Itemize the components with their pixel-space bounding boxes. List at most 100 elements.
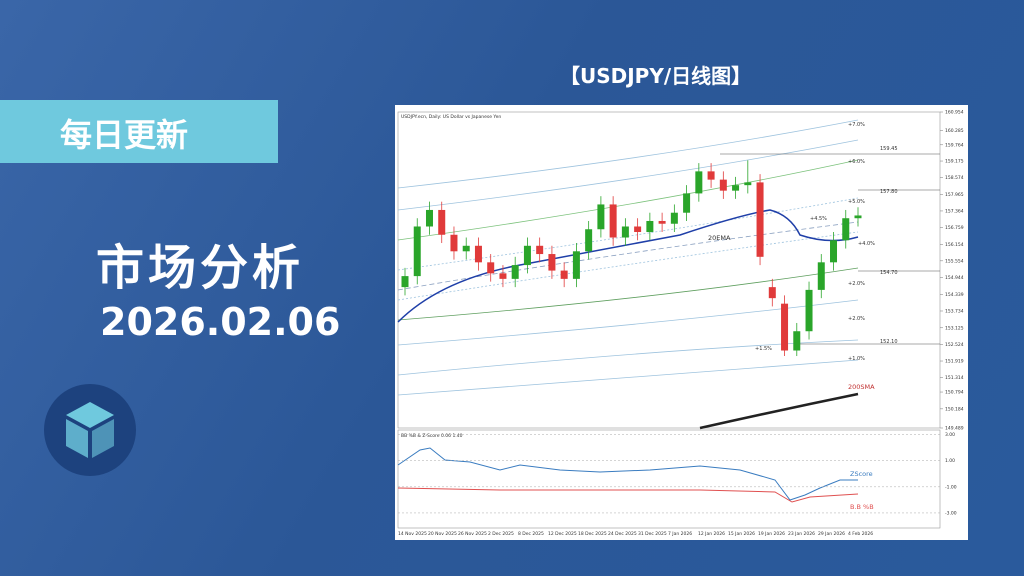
chart-frame: [395, 105, 968, 540]
annotation: +2.0%: [848, 281, 865, 287]
candle-body: [732, 185, 740, 191]
x-tick-label: 20 Nov 2025: [428, 531, 457, 537]
candle-body: [768, 287, 776, 299]
candle-body: [425, 209, 433, 227]
y-tick-label: 149.489: [945, 426, 964, 432]
banner-tag: 每日更新: [60, 116, 189, 154]
y-tick-label: 154.944: [945, 275, 964, 281]
candle-body: [781, 303, 789, 351]
x-tick-label: 12 Jan 2026: [698, 531, 725, 537]
indicator-tick-label: -1.00: [945, 484, 957, 490]
candle-body: [683, 193, 691, 213]
candle-body: [670, 212, 678, 224]
x-tick-label: 12 Dec 2025: [548, 531, 577, 537]
sma-line: [699, 392, 859, 430]
y-tick-label: 157.364: [945, 208, 964, 214]
x-tick-label: 4 Feb 2026: [848, 531, 873, 537]
y-tick-label: 154.339: [945, 292, 964, 298]
indicator-label: ZScore: [850, 470, 873, 478]
y-tick-label: 151.919: [945, 359, 964, 365]
annotation: 159.45: [880, 146, 898, 152]
zscore-line: [397, 447, 858, 501]
annotation: +7.0%: [848, 122, 865, 128]
indicator-header: BB %B & Z-Score 0.06 1.40: [401, 433, 463, 439]
candle-body: [438, 209, 446, 235]
candle-body: [719, 179, 727, 191]
indicator-label: B.B %B: [850, 503, 874, 511]
annotation: +1.0%: [848, 356, 865, 362]
y-tick-label: 157.965: [945, 192, 964, 198]
candle-body: [572, 251, 580, 279]
ema-line: [397, 209, 859, 323]
annotation: +4.5%: [810, 216, 827, 222]
candle-body: [817, 262, 825, 290]
candle-body: [474, 245, 482, 263]
annotation: +5.0%: [848, 199, 865, 205]
candle-body: [413, 226, 421, 277]
candle-body: [401, 276, 409, 288]
y-tick-label: 160.954: [945, 110, 964, 116]
heading: 市场分析: [96, 240, 305, 296]
x-tick-label: 7 Jan 2026: [668, 531, 692, 537]
annotation: +4.0%: [858, 241, 875, 247]
candle-body: [634, 226, 642, 233]
date: 2026.02.06: [100, 300, 341, 344]
candle-body: [548, 254, 556, 271]
x-tick-label: 29 Jan 2026: [818, 531, 845, 537]
candle-body: [536, 245, 544, 255]
x-tick-label: 8 Dec 2025: [518, 531, 544, 537]
y-tick-label: 150.794: [945, 390, 964, 396]
candle-body: [805, 289, 813, 332]
candle-body: [487, 262, 495, 274]
candle-body: [854, 215, 862, 219]
x-tick-label: 23 Jan 2026: [788, 531, 815, 537]
annotation: +2.0%: [848, 316, 865, 322]
annotation: 154.70: [880, 270, 898, 276]
candle-body: [560, 270, 568, 279]
x-tick-label: 14 Nov 2025: [398, 531, 427, 537]
y-tick-label: 155.554: [945, 258, 964, 264]
annotation: +1.5%: [755, 346, 772, 352]
y-tick-label: 153.734: [945, 308, 964, 314]
chart-title: 【USDJPY/日线图】: [560, 64, 752, 88]
candle-body: [523, 245, 531, 266]
candle-body: [511, 265, 519, 279]
y-tick-label: 159.764: [945, 142, 964, 148]
x-tick-label: 18 Dec 2025: [578, 531, 607, 537]
x-tick-label: 19 Jan 2026: [758, 531, 785, 537]
y-tick-label: 159.175: [945, 159, 964, 165]
candle-body: [499, 273, 507, 279]
candle-body: [756, 182, 764, 257]
envelopes: [397, 119, 940, 396]
y-tick-label: 158.574: [945, 175, 964, 181]
candle-body: [707, 171, 715, 180]
banner: [0, 100, 278, 163]
y-tick-label: 152.524: [945, 342, 964, 348]
candle-body: [830, 240, 838, 263]
annotation: 157.80: [880, 189, 898, 195]
x-tick-label: 31 Dec 2025: [638, 531, 667, 537]
y-tick-label: 160.285: [945, 128, 964, 134]
candle-body: [450, 234, 458, 252]
indicator-tick-label: -3.00: [945, 510, 957, 516]
indicator-tick-label: 3.00: [945, 432, 955, 438]
x-tick-label: 24 Dec 2025: [608, 531, 637, 537]
x-tick-label: 26 Nov 2025: [458, 531, 487, 537]
candle-body: [609, 204, 617, 238]
annotation: 152.10: [880, 339, 898, 345]
y-tick-label: 151.314: [945, 375, 964, 381]
y-tick-label: 150.184: [945, 406, 964, 412]
annotation: +6.0%: [848, 159, 865, 165]
candle-body: [793, 331, 801, 351]
indicator-border: [397, 429, 941, 529]
chart-header: USDJPY.ecn, Daily: US Dollar vs Japanese…: [401, 114, 501, 120]
candle-body: [695, 171, 703, 194]
candle-body: [621, 226, 629, 238]
x-tick-label: 2 Dec 2025: [488, 531, 514, 537]
candle-body: [658, 220, 666, 224]
annotation: 20EMA: [708, 234, 731, 242]
candle-body: [462, 245, 470, 252]
candle-body: [597, 204, 605, 230]
